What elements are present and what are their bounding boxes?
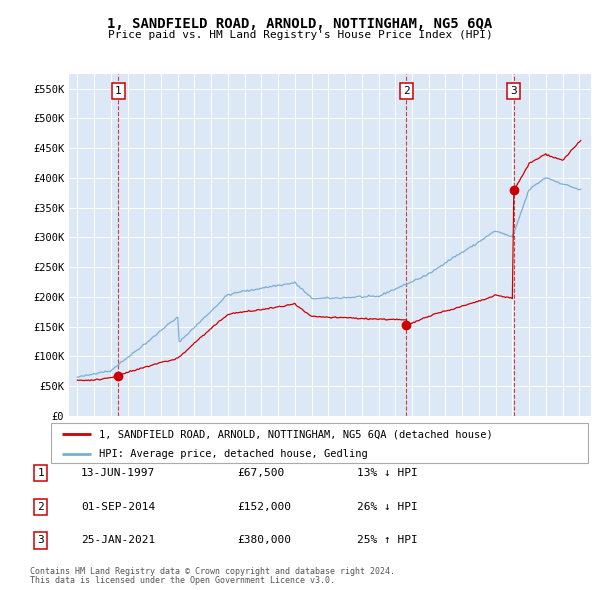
Text: 1: 1	[115, 86, 122, 96]
Text: £152,000: £152,000	[237, 502, 291, 512]
Text: 13% ↓ HPI: 13% ↓ HPI	[357, 468, 418, 478]
Text: 26% ↓ HPI: 26% ↓ HPI	[357, 502, 418, 512]
Text: 3: 3	[37, 536, 44, 545]
Text: 3: 3	[510, 86, 517, 96]
Text: 2: 2	[37, 502, 44, 512]
Text: 25% ↑ HPI: 25% ↑ HPI	[357, 536, 418, 545]
Text: 01-SEP-2014: 01-SEP-2014	[81, 502, 155, 512]
Text: 13-JUN-1997: 13-JUN-1997	[81, 468, 155, 478]
Text: HPI: Average price, detached house, Gedling: HPI: Average price, detached house, Gedl…	[100, 450, 368, 460]
FancyBboxPatch shape	[51, 423, 588, 463]
Text: £380,000: £380,000	[237, 536, 291, 545]
Text: 25-JAN-2021: 25-JAN-2021	[81, 536, 155, 545]
Text: Price paid vs. HM Land Registry's House Price Index (HPI): Price paid vs. HM Land Registry's House …	[107, 30, 493, 40]
Text: 2: 2	[403, 86, 410, 96]
Text: £67,500: £67,500	[237, 468, 284, 478]
Text: This data is licensed under the Open Government Licence v3.0.: This data is licensed under the Open Gov…	[30, 576, 335, 585]
Text: Contains HM Land Registry data © Crown copyright and database right 2024.: Contains HM Land Registry data © Crown c…	[30, 568, 395, 576]
Text: 1, SANDFIELD ROAD, ARNOLD, NOTTINGHAM, NG5 6QA: 1, SANDFIELD ROAD, ARNOLD, NOTTINGHAM, N…	[107, 17, 493, 31]
Text: 1: 1	[37, 468, 44, 478]
Text: 1, SANDFIELD ROAD, ARNOLD, NOTTINGHAM, NG5 6QA (detached house): 1, SANDFIELD ROAD, ARNOLD, NOTTINGHAM, N…	[100, 430, 493, 440]
